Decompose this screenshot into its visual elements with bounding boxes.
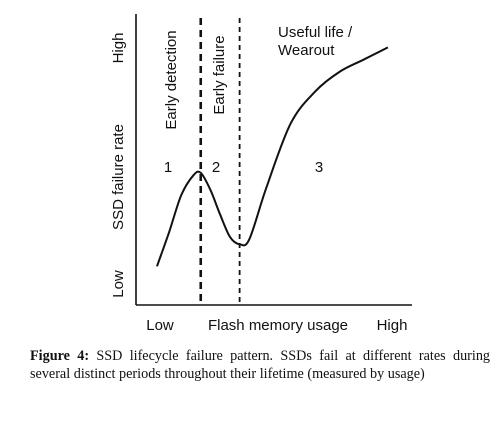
phase-3-label-line-1: Useful life / (278, 24, 353, 41)
caption-label: Figure 4: (30, 348, 90, 364)
figure-caption: Figure 4: SSD lifecycle failure pattern.… (30, 347, 490, 383)
chart-axes (135, 14, 412, 306)
phase-3-number: 3 (315, 159, 323, 176)
phase-1-number: 1 (164, 159, 172, 176)
phase-3-label-line-2: Wearout (278, 42, 335, 59)
x-tick-low: Low (146, 317, 174, 334)
phase-2-number: 2 (212, 159, 220, 176)
phase-1-label: Early detection (163, 30, 180, 129)
phase-2-label: Early failure (211, 35, 228, 114)
failure-rate-curve-1 (156, 46, 389, 267)
y-tick-high: High (110, 33, 127, 64)
phase-boundaries (199, 18, 241, 305)
caption-text: SSD lifecycle failure pattern. SSDs fail… (30, 348, 491, 382)
x-axis-label: Flash memory usage (208, 317, 348, 334)
x-tick-high: High (377, 317, 408, 334)
failure-curve-layer (156, 46, 389, 267)
y-tick-low: Low (110, 270, 127, 298)
y-axis-label: SSD failure rate (110, 124, 127, 230)
chart: SSD failure rate High Low Low Flash memo… (110, 14, 412, 334)
